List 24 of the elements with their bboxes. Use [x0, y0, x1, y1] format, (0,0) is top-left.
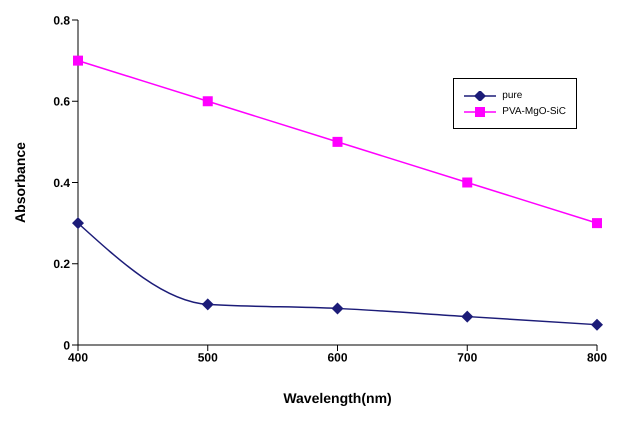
x-tick-label: 800	[586, 350, 608, 365]
x-axis-title: Wavelength(nm)	[283, 390, 392, 406]
point	[202, 96, 213, 106]
point	[73, 56, 83, 66]
x-tick-label: 700	[457, 350, 478, 365]
point	[202, 298, 214, 310]
legend-label: PVA-MgO-SiC	[502, 106, 566, 117]
point	[332, 136, 342, 147]
x-tick-label: 500	[198, 350, 218, 365]
point	[592, 218, 602, 228]
y-axis-title: Absorbance	[12, 142, 28, 223]
legend-label: pure	[502, 90, 522, 101]
y-tick-label: 0.2	[53, 257, 70, 272]
y-tick-label: 0.4	[53, 176, 70, 190]
y-tick-label: 0.6	[53, 94, 70, 109]
point	[332, 302, 344, 314]
y-tick-label: 0.8	[53, 13, 70, 28]
y-tick-label: 0	[63, 338, 70, 352]
point	[72, 217, 84, 230]
x-tick-label: 600	[327, 350, 348, 365]
point	[461, 310, 474, 323]
point	[462, 178, 472, 188]
x-tick-label: 400	[68, 350, 88, 365]
point	[591, 318, 603, 331]
